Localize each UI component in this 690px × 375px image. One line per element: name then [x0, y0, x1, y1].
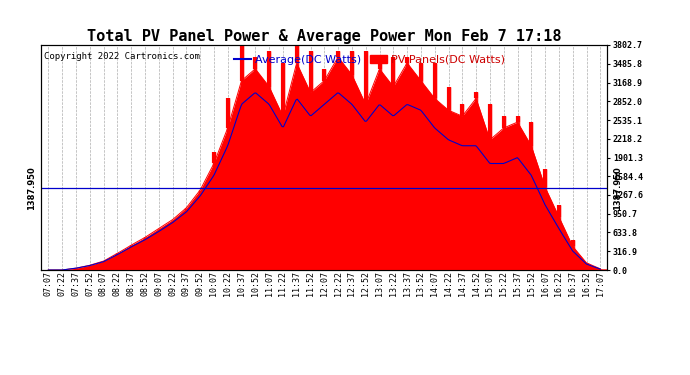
- Legend: Average(DC Watts), PV Panels(DC Watts): Average(DC Watts), PV Panels(DC Watts): [230, 51, 510, 69]
- Text: 1387.950: 1387.950: [613, 166, 622, 210]
- Text: Copyright 2022 Cartronics.com: Copyright 2022 Cartronics.com: [44, 52, 200, 61]
- Text: 1387.950: 1387.950: [27, 166, 36, 210]
- Title: Total PV Panel Power & Average Power Mon Feb 7 17:18: Total PV Panel Power & Average Power Mon…: [87, 29, 562, 44]
